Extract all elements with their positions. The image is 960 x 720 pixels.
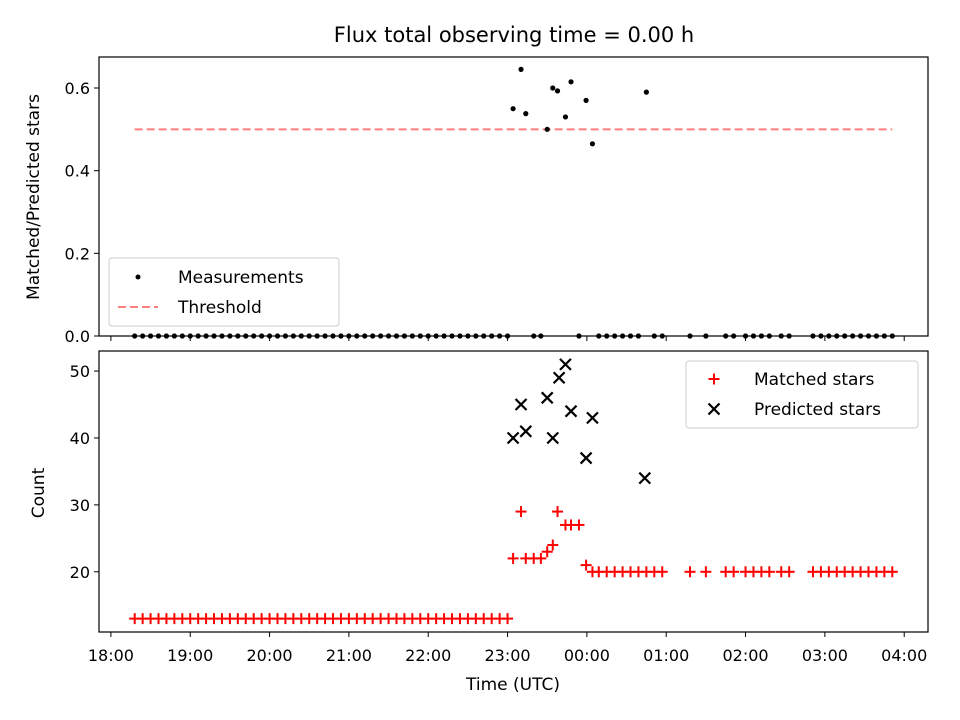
predicted-star-point — [519, 425, 533, 438]
top-y-axis-label: Matched/Predicted stars — [24, 94, 44, 300]
bottom-y-axis: 20 30 40 50 — [70, 362, 99, 582]
matched-star-point — [573, 519, 585, 531]
predicted-star-point-b — [579, 451, 593, 465]
bottom-y-tick-label: 40 — [70, 429, 90, 448]
predicted-star-point — [552, 371, 566, 385]
legend-measurements-label: Measurements — [178, 268, 304, 288]
bottom-legend: Matched stars Predicted stars — [685, 360, 919, 429]
legend-matched-marker — [708, 373, 720, 385]
legend-measurements-marker — [135, 274, 141, 280]
predicted-star-point-b — [519, 425, 533, 438]
top-y-tick-label: 0.4 — [65, 162, 90, 181]
predicted-star-point — [514, 398, 528, 411]
measurement-point — [589, 141, 596, 147]
predicted-star-point — [506, 431, 520, 445]
chart-title: Flux total observing time = 0.00 h — [334, 23, 694, 47]
predicted-star-point-b — [559, 358, 572, 371]
bottom-plot-area — [129, 358, 898, 625]
measurement-point — [523, 111, 529, 117]
bottom-x-tick-label: 18:00 — [88, 646, 134, 665]
bottom-legend-box — [685, 360, 919, 429]
matched-star-point — [507, 552, 519, 564]
measurement-point — [554, 88, 561, 94]
bottom-x-tick-label: 19:00 — [167, 646, 213, 665]
predicted-star-point-b — [546, 431, 560, 445]
legend-cross-b — [707, 402, 721, 416]
bottom-x-tick-label: 04:00 — [881, 646, 927, 665]
matched-star-point — [728, 566, 740, 578]
legend-predicted-marker — [707, 402, 721, 416]
predicted-star-point-b — [586, 411, 599, 425]
bottom-x-axis: 18:00 19:00 20:00 21:00 22:00 23:00 00:00 01:00… — [88, 632, 927, 665]
measurement-point — [562, 114, 569, 120]
top-y-tick-label: 0.6 — [65, 79, 90, 98]
predicted-star-point-b — [552, 371, 566, 385]
predicted-star-point — [559, 358, 572, 371]
matched-star-point — [886, 566, 898, 578]
predicted-star-point-b — [564, 404, 578, 418]
top-y-tick-label: 0.0 — [65, 327, 90, 346]
measurement-point — [550, 85, 556, 91]
legend-plus — [708, 373, 720, 385]
bottom-y-tick-label: 50 — [70, 362, 90, 381]
predicted-star-point-b — [514, 398, 528, 411]
predicted-star-point-b — [638, 471, 652, 485]
matched-star-point — [684, 566, 696, 578]
measurement-point — [544, 126, 550, 132]
predicted-star-point — [564, 404, 578, 418]
matched-star-point — [700, 566, 712, 578]
top-x-tick-marks — [110, 336, 905, 341]
predicted-star-point — [638, 471, 652, 485]
matched-star-point — [541, 546, 553, 558]
legend-cross — [707, 402, 721, 416]
legend-matched-label: Matched stars — [754, 370, 874, 390]
measurement-point — [568, 79, 574, 85]
bottom-x-axis-label: Time (UTC) — [465, 675, 560, 695]
matched-star-point — [656, 566, 668, 578]
matched-star-point — [552, 506, 564, 518]
top-legend: Measurements Threshold — [108, 257, 340, 327]
predicted-star-point — [546, 431, 560, 445]
predicted-star-point — [579, 451, 593, 465]
measurement-point — [643, 89, 649, 95]
top-y-axis: 0.0 0.2 0.4 0.6 — [65, 79, 99, 346]
matched-star-point — [763, 566, 775, 578]
measurement-point — [518, 66, 524, 72]
legend-threshold-label: Threshold — [177, 298, 262, 318]
bottom-axes-frame — [98, 350, 929, 633]
matched-star-point — [580, 559, 592, 571]
bottom-y-tick-label: 30 — [70, 496, 90, 515]
matched-star-point — [535, 552, 547, 564]
matched-star-point — [502, 613, 514, 625]
top-legend-box — [108, 257, 340, 327]
predicted-star-point — [540, 391, 554, 405]
bottom-x-tick-label: 00:00 — [564, 646, 610, 665]
measurement-point — [510, 106, 516, 112]
bottom-x-tick-label: 02:00 — [722, 646, 768, 665]
bottom-x-tick-label: 20:00 — [247, 646, 293, 665]
predicted-star-point — [586, 411, 599, 425]
matched-star-point — [515, 506, 527, 518]
predicted-star-point-b — [506, 431, 520, 445]
bottom-x-tick-label: 23:00 — [484, 646, 530, 665]
bottom-y-tick-label: 20 — [70, 563, 90, 582]
bottom-x-tick-label: 03:00 — [802, 646, 848, 665]
matched-star-point — [783, 566, 795, 578]
bottom-x-tick-label: 22:00 — [405, 646, 451, 665]
matched-star-point — [547, 539, 559, 551]
predicted-star-point-b — [540, 391, 554, 405]
bottom-y-axis-label: Count — [29, 467, 49, 518]
top-y-tick-label: 0.2 — [65, 244, 90, 263]
bottom-panel: 20 30 40 50 18:00 19:00 20:00 21:00 22:00 23:00 0… — [29, 350, 929, 695]
top-panel: 0.0 0.2 0.4 0.6 Matched/Predicted stars Mea… — [24, 56, 929, 346]
bottom-x-tick-label: 01:00 — [643, 646, 689, 665]
legend-predicted-label: Predicted stars — [754, 400, 881, 420]
bottom-x-tick-label: 21:00 — [326, 646, 372, 665]
measurement-point — [583, 97, 589, 103]
top-axes-frame — [98, 56, 929, 337]
